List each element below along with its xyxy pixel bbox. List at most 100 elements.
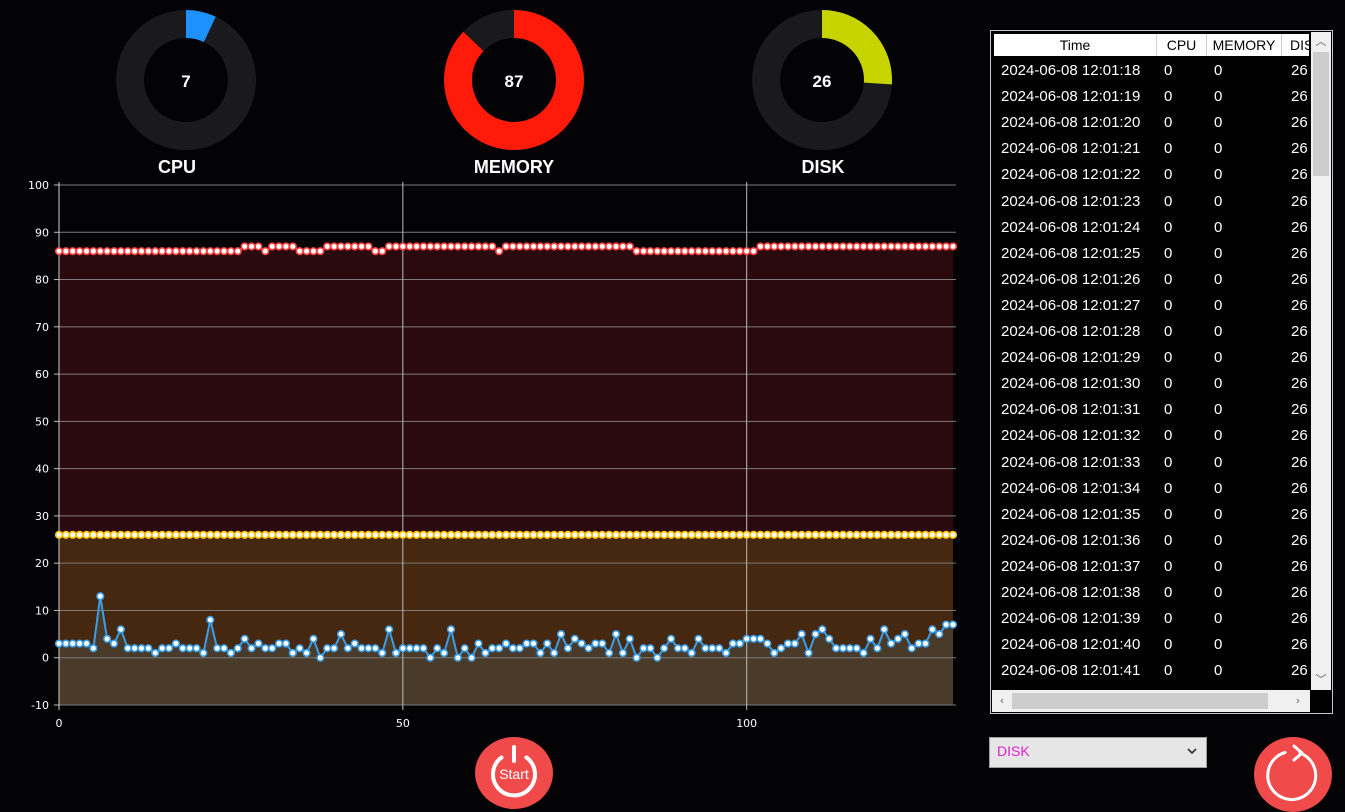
y-tick-label: 20 xyxy=(35,557,49,570)
data-point xyxy=(316,247,325,256)
table-row[interactable]: 2024-06-08 12:01:20 0 0 26 xyxy=(994,110,1309,136)
data-point xyxy=(103,247,112,256)
data-point xyxy=(749,247,758,256)
table-row[interactable]: 2024-06-08 12:01:22 0 0 26 xyxy=(994,162,1309,188)
data-point xyxy=(144,644,153,653)
table-row[interactable]: 2024-06-08 12:01:36 0 0 26 xyxy=(994,528,1309,554)
data-point xyxy=(873,530,882,539)
data-point xyxy=(735,530,744,539)
table-row[interactable]: 2024-06-08 12:01:39 0 0 26 xyxy=(994,606,1309,632)
table-row[interactable]: 2024-06-08 12:01:34 0 0 26 xyxy=(994,476,1309,502)
data-point xyxy=(109,639,119,648)
data-point xyxy=(508,644,517,653)
data-point xyxy=(831,644,841,653)
cell-disk: 26 xyxy=(1291,636,1308,654)
data-point xyxy=(116,530,125,539)
cell-disk: 26 xyxy=(1291,62,1308,79)
metric-select[interactable]: DISK xyxy=(989,737,1207,768)
data-point xyxy=(384,242,394,251)
data-point xyxy=(137,247,146,256)
data-point xyxy=(818,530,827,539)
header-disk[interactable]: DISK xyxy=(1282,34,1309,56)
header-memory[interactable]: MEMORY xyxy=(1207,34,1282,56)
data-point xyxy=(900,629,909,639)
table-row[interactable]: 2024-06-08 12:01:38 0 0 26 xyxy=(994,580,1309,606)
cell-disk: 26 xyxy=(1291,323,1308,340)
data-point xyxy=(928,625,937,634)
table-row[interactable]: 2024-06-08 12:01:41 0 0 26 xyxy=(994,658,1309,684)
cell-disk: 26 xyxy=(1291,375,1308,393)
data-point xyxy=(419,242,428,251)
data-point xyxy=(646,530,655,539)
data-point xyxy=(598,242,607,251)
table-row[interactable]: 2024-06-08 12:01:24 0 0 26 xyxy=(994,215,1309,241)
table-row[interactable]: 2024-06-08 12:01:26 0 0 26 xyxy=(994,267,1309,293)
table-row[interactable]: 2024-06-08 12:01:32 0 0 26 xyxy=(994,423,1309,449)
data-point xyxy=(384,530,394,539)
data-point xyxy=(171,639,181,648)
data-point xyxy=(495,247,504,256)
refresh-button[interactable] xyxy=(1254,737,1332,812)
table-row[interactable]: 2024-06-08 12:01:35 0 0 26 xyxy=(994,502,1309,528)
data-point xyxy=(61,530,70,539)
data-point xyxy=(501,639,511,648)
scroll-up-icon[interactable]: ︿ xyxy=(1315,35,1327,48)
start-button[interactable]: Start xyxy=(475,737,553,809)
data-point xyxy=(501,530,511,539)
data-point xyxy=(811,530,820,539)
data-point xyxy=(708,644,717,653)
table-row[interactable]: 2024-06-08 12:01:18 0 0 26 xyxy=(994,58,1309,84)
scroll-left-icon[interactable]: ‹ xyxy=(999,694,1005,707)
data-point xyxy=(254,242,263,251)
data-point xyxy=(584,242,593,251)
horizontal-scroll-thumb[interactable] xyxy=(1012,693,1268,709)
data-point xyxy=(825,530,834,539)
table-row[interactable]: 2024-06-08 12:01:37 0 0 26 xyxy=(994,554,1309,580)
data-point xyxy=(54,530,64,539)
data-point xyxy=(254,530,263,539)
cell-disk: 26 xyxy=(1291,140,1308,158)
header-cpu[interactable]: CPU xyxy=(1157,34,1207,56)
data-point xyxy=(790,242,799,251)
table-row[interactable]: 2024-06-08 12:01:31 0 0 26 xyxy=(994,397,1309,423)
data-point xyxy=(343,644,352,653)
cell-time: 2024-06-08 12:01:32 xyxy=(1001,427,1141,445)
data-point xyxy=(563,530,572,539)
table-row[interactable]: 2024-06-08 12:01:40 0 0 26 xyxy=(994,632,1309,658)
table-row[interactable]: 2024-06-08 12:01:28 0 0 26 xyxy=(994,319,1309,345)
table-row[interactable]: 2024-06-08 12:01:33 0 0 26 xyxy=(994,450,1309,476)
data-point xyxy=(151,247,160,256)
vertical-scroll-thumb[interactable] xyxy=(1313,52,1329,176)
table-row[interactable]: 2024-06-08 12:01:25 0 0 26 xyxy=(994,241,1309,267)
history-table[interactable]: Time CPU MEMORY DISK 2024-06-08 12:01:18… xyxy=(990,30,1333,714)
cell-disk: 26 xyxy=(1291,557,1308,575)
data-point xyxy=(605,648,614,658)
data-point xyxy=(831,242,841,251)
data-point xyxy=(591,639,600,648)
data-point xyxy=(274,242,284,251)
header-time[interactable]: Time xyxy=(994,34,1157,56)
table-row[interactable]: 2024-06-08 12:01:27 0 0 26 xyxy=(994,293,1309,319)
table-row[interactable]: 2024-06-08 12:01:29 0 0 26 xyxy=(994,345,1309,371)
data-point xyxy=(171,247,181,256)
vertical-scrollbar[interactable]: ︿ ﹀ xyxy=(1311,32,1331,690)
horizontal-scrollbar[interactable]: ‹ › xyxy=(992,690,1310,712)
table-row[interactable]: 2024-06-08 12:01:21 0 0 26 xyxy=(994,136,1309,162)
scroll-down-icon[interactable]: ﹀ xyxy=(1315,673,1327,686)
table-row[interactable]: 2024-06-08 12:01:23 0 0 26 xyxy=(994,189,1309,215)
data-point xyxy=(467,242,476,251)
data-point xyxy=(639,247,648,256)
data-point xyxy=(742,530,751,539)
data-point xyxy=(831,530,841,539)
data-point xyxy=(233,644,242,653)
data-point xyxy=(618,530,628,539)
table-row[interactable]: 2024-06-08 12:01:30 0 0 26 xyxy=(994,371,1309,397)
table-row[interactable]: 2024-06-08 12:01:19 0 0 26 xyxy=(994,84,1309,110)
scroll-right-icon[interactable]: › xyxy=(1295,694,1301,707)
data-point xyxy=(151,530,160,539)
data-point xyxy=(61,639,70,648)
data-point xyxy=(398,242,407,251)
cell-cpu: 0 xyxy=(1164,479,1173,497)
data-point xyxy=(598,639,607,648)
data-point xyxy=(419,530,428,539)
